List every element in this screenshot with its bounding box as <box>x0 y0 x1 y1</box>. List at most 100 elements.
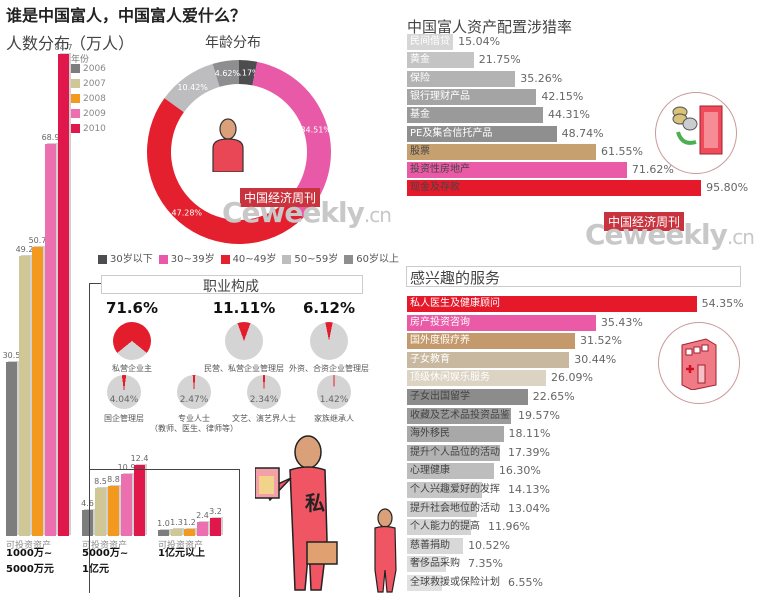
occupation-pie <box>113 322 151 360</box>
occupation-label: 民营、私营企业管理层 <box>204 364 284 373</box>
safe-icon <box>672 105 723 155</box>
bar-2008 <box>108 485 119 536</box>
legend-swatch <box>71 109 80 118</box>
watermark-logo: Ceweekly.cn <box>222 196 392 229</box>
bar-2010 <box>210 517 221 536</box>
occupation-pie <box>247 375 281 409</box>
donut-slice <box>164 63 220 113</box>
legend-swatch <box>344 254 354 264</box>
bar-2006 <box>6 362 17 536</box>
category-label-bold: 5000万元 <box>6 564 54 575</box>
bar-value: 17.39% <box>508 445 550 459</box>
category-label: 可投资资产 <box>6 541 52 551</box>
occupation-pie <box>177 375 211 409</box>
bar-row: 投资性房地产 <box>407 162 627 179</box>
bar-value: 30.5 <box>2 351 21 361</box>
legend-item: 2009 <box>71 107 106 122</box>
legend-swatch <box>71 79 80 88</box>
callout-bubble <box>655 92 737 174</box>
bar-row: PE及集合信托产品 <box>407 125 557 142</box>
bar-row: 国外度假疗养 <box>407 333 575 350</box>
services-chart-title: 感兴趣的服务 <box>410 269 501 287</box>
business-person-illustration: 私 <box>255 435 397 593</box>
bar-row: 黄金 <box>407 52 474 69</box>
legend-title: 年份 <box>71 55 90 65</box>
bar-row: 慈善捐助 <box>407 537 464 554</box>
bar-row: 子女出国留学 <box>407 389 528 405</box>
bar-value: 35.43% <box>600 315 643 329</box>
age-legend-item: 60岁以上 <box>344 254 399 265</box>
age-chart-title: 年龄分布 <box>205 35 261 51</box>
bar-value: 54.35% <box>701 297 744 310</box>
bar-row: 顶级休闲娱乐服务 <box>407 370 547 387</box>
bar-value: 49.2 <box>15 245 34 255</box>
donut-label: 47.28% <box>172 209 203 218</box>
legend-label: 60岁以上 <box>356 254 399 265</box>
people-chart-title: 人数分布（万人） <box>6 34 135 53</box>
legend-label: 2007 <box>83 79 106 89</box>
category-label-bold: 1亿元以上 <box>158 548 205 559</box>
age-legend-item: 30~39岁 <box>158 254 215 265</box>
occupation-label: 外资、合资企业管理层 <box>289 364 369 373</box>
category-label: 可投资资产 <box>82 541 128 551</box>
bar-value: 95.80% <box>706 181 749 195</box>
occupation-chart: 71.6% 私营企业主 11.11% 民营、私营企业管理层 6.12% 外资、合资企业管理… <box>95 295 369 445</box>
connector-line-vertical <box>89 283 90 593</box>
person-icon <box>212 118 244 172</box>
bar-value: 7.35% <box>468 557 503 571</box>
bar-2007 <box>19 256 30 536</box>
bar-value: 13.04% <box>508 501 550 515</box>
legend-swatch <box>71 64 80 73</box>
category-label: 可投资资产 <box>158 541 204 551</box>
legend-label: 2008 <box>83 94 106 104</box>
bar-row: 全球救援或保险计划 <box>407 575 500 591</box>
occupation-pct: 4.04% <box>109 395 139 405</box>
occupation-pct: 2.34% <box>249 395 279 405</box>
services-title-box <box>406 266 741 287</box>
donut-label: 3.17% <box>234 68 260 77</box>
donut-slice <box>239 60 258 86</box>
legend-swatch <box>282 254 292 264</box>
age-legend-item: 30岁以下 <box>98 254 153 265</box>
bar-value: 84.7 <box>54 43 73 52</box>
bar-row: 私人医生及健康顾问 <box>407 296 697 312</box>
donut-label: 10.42% <box>177 83 208 92</box>
bar-row: 基金 <box>407 107 544 124</box>
occupation-label: 国企管理层 <box>104 414 144 423</box>
donut-slice <box>146 98 304 245</box>
occupation-pie <box>310 322 348 360</box>
occupation-label: 文艺、演艺界人士 <box>232 414 296 423</box>
bar-value: 68.9 <box>41 132 60 142</box>
bar-value: 8.5 <box>94 476 107 486</box>
bar-row: 现金及存款 <box>407 180 702 197</box>
legend-label: 30岁以下 <box>110 254 153 265</box>
bar-value: 3.2 <box>209 506 222 516</box>
occupation-label: 专业人士 <box>178 414 210 423</box>
occupation-pct: 11.11% <box>212 299 276 317</box>
category-label-bold: 5000万~ <box>82 548 129 559</box>
legend-item: 2010 <box>71 122 106 137</box>
page-title: 谁是中国富人，中国富人爱什么？ <box>6 6 247 25</box>
bar-2010 <box>58 54 69 536</box>
bar-value: 1.3 <box>170 517 183 527</box>
bar-row: 银行理财产品 <box>407 88 537 105</box>
legend-label: 40~49岁 <box>232 254 277 265</box>
bar-value: 35.26% <box>520 71 563 85</box>
year-legend: 2006 2007 2008 2009 2010 <box>71 62 106 137</box>
bar-value: 10.52% <box>468 538 511 552</box>
occupation-pct: 71.6% <box>105 299 159 317</box>
services-chart: 私人医生及健康顾问 54.35% 房产投资咨询 35.43% 国外度假疗养 31.52% 子… <box>407 296 760 596</box>
watermark-cn: 中国经济周刊 <box>240 188 321 207</box>
bar-2009 <box>197 522 208 536</box>
people-distribution-chart: 30.5 49.2 50.7 68.9 84.7 可投资资产 1000万~ 5000万元 4.6… <box>0 40 240 575</box>
bar-value: 8.8 <box>107 474 120 484</box>
donut-label: 4.62% <box>215 69 241 78</box>
bar-2007 <box>95 487 106 536</box>
occupation-chart-title: 职业构成 <box>203 279 259 295</box>
asset-chart-title: 中国富人资产配置涉猎率 <box>407 18 573 36</box>
occupation-sublabel: （教师、医生、律师等） <box>150 424 238 433</box>
bar-value: 18.11% <box>508 427 551 441</box>
bar-row: 收藏及艺术品投资品鉴 <box>407 407 512 424</box>
bar-value: 12.4 <box>130 454 149 464</box>
watermark-cn-2: 中国经济周刊 <box>604 212 685 231</box>
